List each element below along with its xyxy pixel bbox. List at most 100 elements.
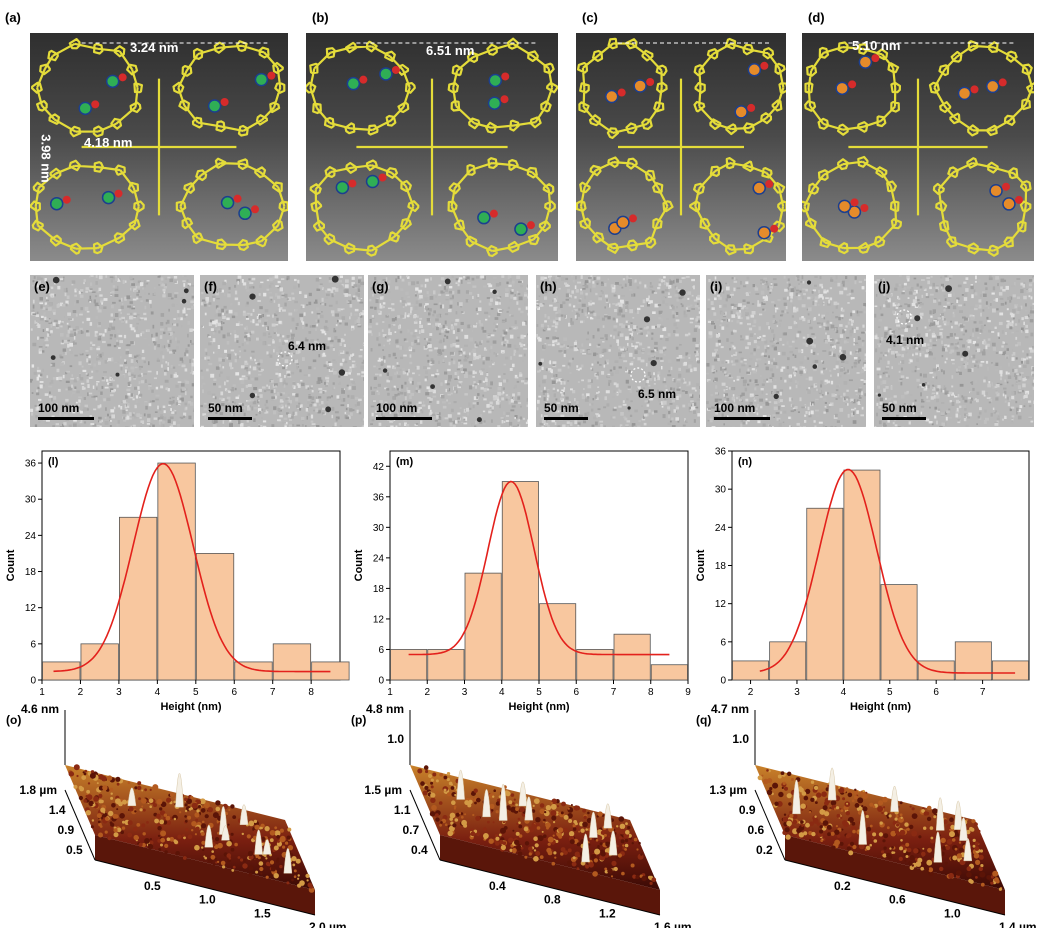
noise-grain bbox=[71, 384, 74, 388]
noise-grain bbox=[400, 314, 405, 318]
noise-grain bbox=[496, 323, 498, 326]
noise-grain bbox=[251, 277, 256, 281]
noise-grain bbox=[856, 399, 859, 402]
tem-texture bbox=[200, 275, 364, 427]
noise-grain bbox=[554, 341, 558, 344]
noise-grain bbox=[446, 329, 450, 331]
noise-grain bbox=[452, 360, 456, 365]
noise-grain bbox=[629, 282, 632, 286]
noise-grain bbox=[279, 333, 282, 337]
noise-grain bbox=[696, 296, 700, 301]
noise-grain bbox=[793, 308, 797, 313]
noise-grain bbox=[776, 365, 779, 369]
noise-grain bbox=[681, 379, 684, 383]
particle-dot bbox=[249, 293, 256, 300]
noise-grain bbox=[432, 395, 437, 398]
noise-grain bbox=[111, 379, 115, 382]
noise-grain bbox=[442, 359, 445, 363]
noise-grain bbox=[282, 421, 286, 424]
noise-grain bbox=[450, 343, 453, 348]
noise-grain bbox=[835, 360, 839, 365]
noise-grain bbox=[864, 363, 866, 368]
noise-grain bbox=[733, 399, 736, 403]
noise-grain bbox=[386, 379, 390, 383]
noise-grain bbox=[562, 424, 566, 427]
noise-grain bbox=[160, 277, 164, 281]
noise-grain bbox=[769, 285, 773, 289]
framework-bonds bbox=[306, 37, 558, 258]
noise-grain bbox=[325, 289, 328, 293]
noise-grain bbox=[729, 376, 733, 379]
noise-grain bbox=[603, 406, 607, 409]
noise-grain bbox=[212, 298, 215, 302]
noise-grain bbox=[818, 313, 820, 317]
noise-grain bbox=[750, 322, 753, 325]
noise-grain bbox=[399, 300, 402, 303]
noise-grain bbox=[774, 321, 778, 324]
noise-grain bbox=[823, 322, 826, 326]
noise-grain bbox=[552, 364, 556, 367]
noise-grain bbox=[547, 370, 551, 373]
noise-grain bbox=[1023, 405, 1026, 407]
noise-grain bbox=[455, 420, 458, 424]
metal-ion bbox=[734, 105, 748, 119]
noise-grain bbox=[561, 381, 566, 385]
noise-grain bbox=[822, 361, 825, 364]
noise-grain bbox=[596, 425, 599, 427]
noise-grain bbox=[349, 316, 351, 320]
noise-grain bbox=[192, 328, 194, 331]
noise-grain bbox=[802, 295, 804, 300]
noise-grain bbox=[551, 419, 556, 423]
panel-label-a: (a) bbox=[5, 10, 21, 25]
noise-grain bbox=[285, 366, 288, 369]
noise-grain bbox=[241, 279, 244, 283]
noise-grain bbox=[864, 393, 866, 397]
noise-grain bbox=[743, 285, 747, 288]
noise-grain bbox=[347, 394, 350, 398]
noise-grain bbox=[607, 373, 611, 376]
noise-grain bbox=[234, 338, 236, 342]
noise-grain bbox=[107, 413, 109, 417]
noise-grain bbox=[359, 286, 364, 291]
noise-grain bbox=[308, 374, 311, 377]
noise-grain bbox=[264, 321, 267, 325]
noise-grain bbox=[201, 356, 204, 360]
noise-grain bbox=[275, 293, 278, 297]
noise-grain bbox=[123, 419, 127, 422]
noise-grain bbox=[285, 404, 287, 408]
noise-grain bbox=[474, 383, 478, 385]
noise-grain bbox=[688, 381, 691, 385]
noise-grain bbox=[217, 313, 222, 317]
noise-grain bbox=[452, 425, 456, 427]
noise-grain bbox=[83, 407, 86, 412]
noise-grain bbox=[426, 318, 430, 322]
noise-grain bbox=[86, 421, 88, 425]
noise-grain bbox=[578, 308, 581, 311]
noise-grain bbox=[252, 308, 255, 312]
noise-grain bbox=[984, 304, 989, 308]
noise-grain bbox=[516, 301, 519, 305]
noise-grain bbox=[644, 284, 647, 288]
noise-grain bbox=[407, 390, 411, 394]
noise-grain bbox=[604, 306, 606, 309]
noise-grain bbox=[491, 419, 493, 423]
noise-grain bbox=[711, 368, 714, 372]
noise-grain bbox=[360, 365, 364, 370]
noise-grain bbox=[821, 314, 825, 318]
noise-grain bbox=[174, 372, 177, 376]
noise-grain bbox=[1004, 332, 1007, 335]
noise-grain bbox=[224, 357, 227, 360]
noise-grain bbox=[225, 408, 228, 411]
noise-grain bbox=[851, 327, 854, 331]
noise-grain bbox=[296, 424, 301, 427]
metal-ion bbox=[477, 210, 491, 225]
noise-grain bbox=[98, 275, 103, 280]
noise-grain bbox=[263, 409, 266, 413]
noise-grain bbox=[581, 343, 584, 347]
noise-grain bbox=[513, 400, 518, 404]
noise-grain bbox=[929, 310, 932, 315]
noise-grain bbox=[133, 361, 137, 366]
noise-grain bbox=[226, 341, 230, 345]
noise-grain bbox=[381, 287, 385, 291]
noise-grain bbox=[852, 310, 856, 314]
